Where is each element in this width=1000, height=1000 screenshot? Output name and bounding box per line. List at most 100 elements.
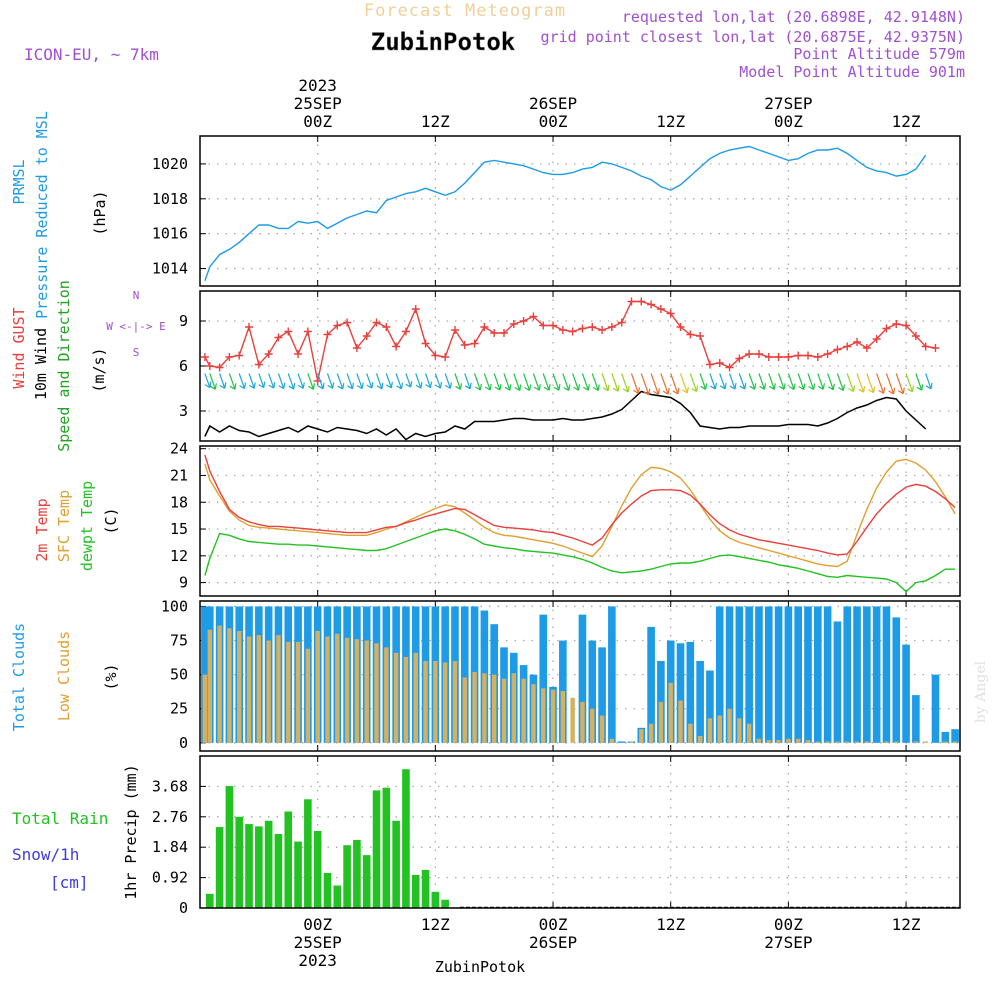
wind-line — [204, 390, 927, 441]
bottom-time-label: 25SEP — [294, 933, 342, 952]
prmsl-label: PRMSL — [10, 159, 28, 204]
low-cloud-bar — [344, 637, 350, 743]
low-cloud-bar — [688, 723, 693, 743]
gust-marker — [745, 350, 754, 358]
bottom-time-label: 00Z — [539, 915, 568, 934]
gust-marker — [784, 353, 793, 361]
gust-marker — [225, 353, 234, 361]
top-time-label: 26SEP — [529, 94, 577, 113]
gust-marker — [843, 342, 852, 351]
low-cloud-bar — [227, 628, 232, 743]
gust-marker — [735, 354, 744, 363]
temperature-panel: 9 12 15 18 21 24 2m Temp SFC Temp dewpt Temp (C) — [33, 440, 961, 597]
low-cloud-bar — [462, 677, 467, 743]
total-cloud-bar — [706, 670, 714, 743]
total-cloud-bar — [608, 606, 616, 743]
wind-arrow — [562, 373, 571, 392]
pressure-label: Pressure Reduced to MSL — [33, 111, 51, 319]
gust-marker — [647, 300, 656, 309]
bottom-time-label: 26SEP — [529, 933, 577, 952]
ytick-label: 24 — [170, 440, 188, 458]
gust-marker — [656, 305, 665, 313]
wind-arrow — [856, 373, 866, 393]
gust-marker — [617, 318, 626, 327]
gust-marker — [676, 323, 685, 331]
rain-bar — [372, 790, 381, 908]
title-top: Forecast Meteogram — [364, 1, 566, 21]
wind-arrow — [778, 373, 786, 390]
wind-arrow — [483, 373, 492, 391]
gust-marker — [931, 344, 940, 352]
snow-label: Snow/1h — [12, 845, 79, 864]
gust-marker — [294, 350, 303, 358]
top-time-label: 00Z — [774, 112, 803, 131]
low-cloud-bar — [452, 661, 458, 743]
wind-arrow — [621, 373, 630, 393]
gust-marker — [892, 320, 901, 328]
wind-arrow — [248, 373, 256, 389]
total-cloud-bar — [774, 606, 783, 743]
total-cloud-bar — [578, 614, 587, 743]
wind-arrow — [758, 373, 767, 390]
low-cloud-bar — [746, 723, 752, 743]
gust-marker — [382, 323, 391, 331]
low-cloud-bar — [531, 684, 536, 743]
wind-arrow — [454, 373, 463, 390]
rain-bar — [343, 845, 351, 908]
gust-marker — [480, 323, 489, 331]
gust-marker — [264, 350, 273, 358]
low-cloud-bar — [913, 741, 919, 743]
wind-arrow — [660, 373, 670, 395]
dewpt-label: dewpt Temp — [78, 481, 96, 571]
low-cloud-bar — [943, 741, 948, 743]
footer-location: ZubinPotok — [435, 958, 525, 976]
gust-marker — [666, 309, 675, 318]
low-cloud-bar — [325, 636, 330, 743]
low-cloud-bar — [482, 673, 487, 743]
dewpt-line — [204, 528, 956, 593]
precip-label: 1hr Precip (mm) — [122, 764, 140, 899]
low-cloud-bar — [237, 631, 242, 743]
gust-marker — [794, 351, 803, 360]
total-cloud-bar — [764, 606, 773, 743]
low-clouds-label: Low Clouds — [55, 631, 73, 721]
wind-arrow — [228, 373, 237, 390]
low-cloud-bar — [521, 678, 526, 743]
wind-arrow — [415, 373, 423, 389]
top-time-label: 12Z — [656, 112, 685, 131]
model-label: ICON-EU, ~ 7km — [24, 45, 159, 64]
rain-bar — [225, 786, 234, 908]
low-cloud-bar — [442, 662, 448, 743]
gust-marker — [401, 327, 410, 336]
gust-marker — [921, 342, 930, 351]
wind-arrow — [797, 373, 806, 391]
panel-frame — [199, 135, 961, 287]
low-cloud-bar — [678, 700, 683, 743]
gust-marker — [549, 321, 558, 330]
gust-marker — [715, 359, 724, 367]
low-cloud-bar — [433, 661, 438, 743]
total-cloud-bar — [460, 606, 469, 743]
ytick-label: 75 — [170, 632, 188, 650]
rain-bar — [323, 872, 332, 908]
wind-arrow — [219, 373, 227, 389]
rain-bar — [274, 833, 283, 908]
percent-label: (%) — [102, 663, 120, 690]
wind-arrow — [679, 373, 689, 394]
ytick-label: 1014 — [152, 260, 188, 278]
low-cloud-bar — [315, 631, 320, 743]
location-title: ZubinPotok — [371, 28, 516, 56]
low-cloud-bar — [266, 640, 271, 743]
hpa-label: (hPa) — [91, 190, 109, 235]
low-cloud-bar — [305, 648, 311, 743]
low-cloud-bar — [609, 738, 615, 743]
wind-arrow — [630, 373, 641, 394]
wind-arrow — [925, 373, 933, 390]
total-cloud-bar — [941, 731, 950, 743]
total-cloud-bar — [882, 606, 891, 743]
wind-arrow — [689, 373, 699, 392]
gust-marker — [200, 353, 209, 361]
low-cloud-bar — [717, 715, 722, 743]
gust-marker — [902, 321, 911, 330]
total-cloud-bar — [755, 606, 763, 743]
